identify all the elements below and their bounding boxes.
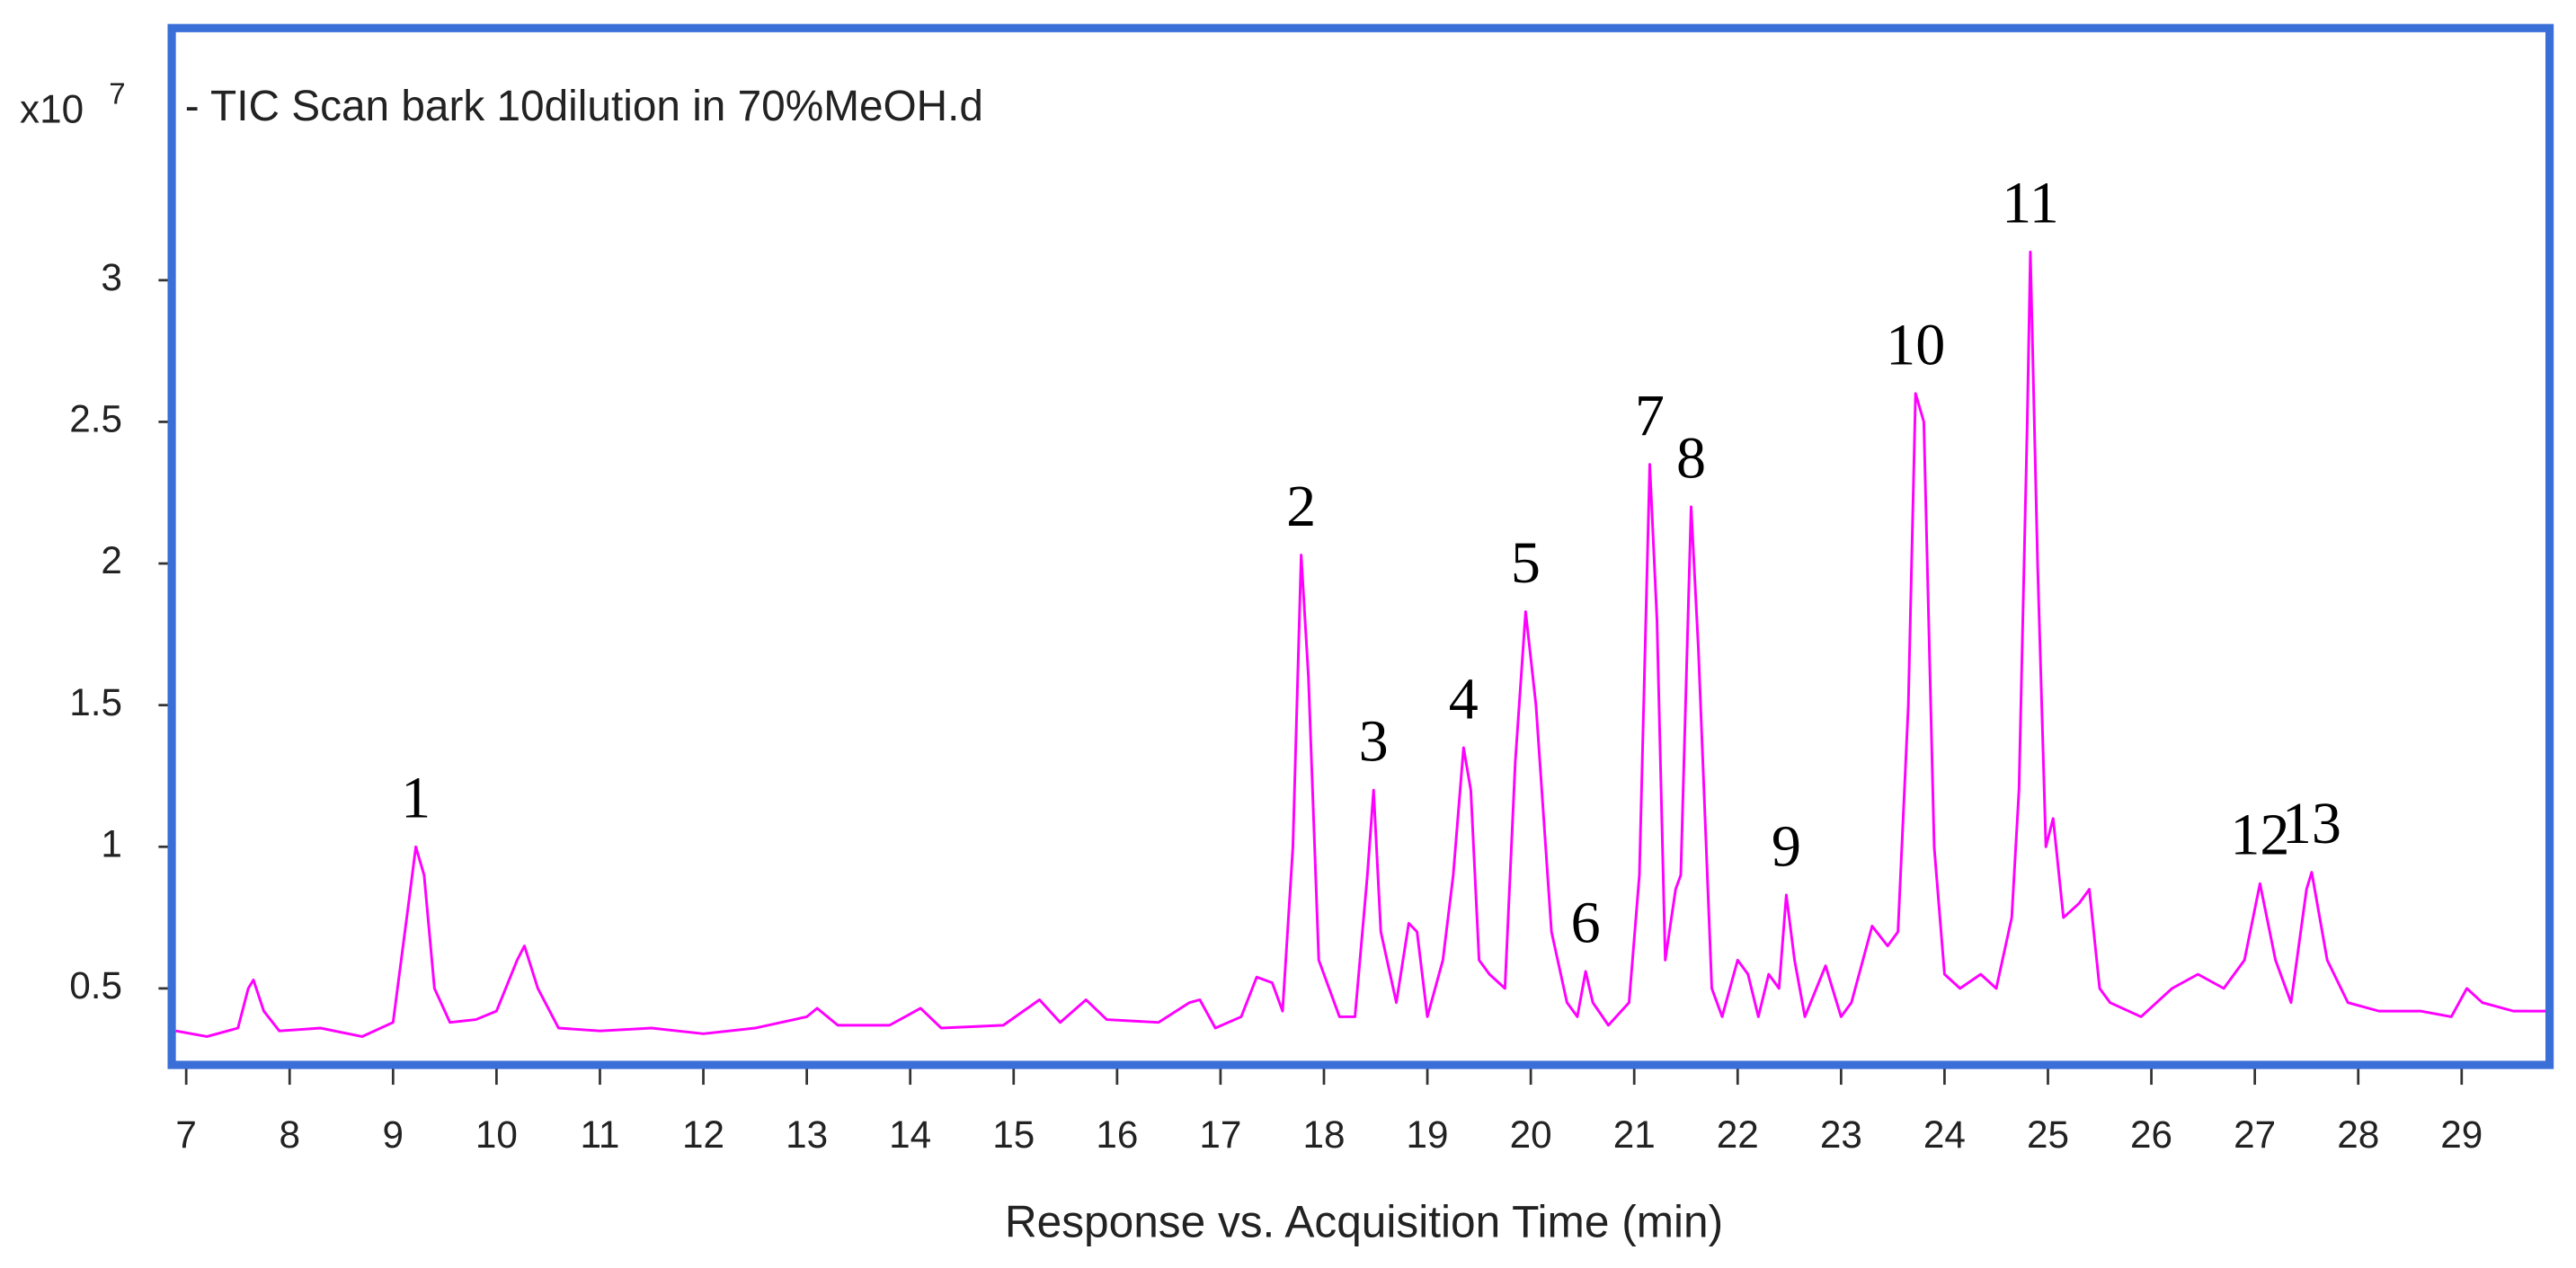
peak-label: 3 bbox=[1359, 709, 1389, 775]
x-tick-label: 13 bbox=[786, 1113, 828, 1156]
x-tick-label: 7 bbox=[175, 1113, 197, 1156]
peak-label: 13 bbox=[2282, 791, 2341, 856]
x-tick-label: 22 bbox=[1717, 1113, 1759, 1156]
peak-label: 12 bbox=[2230, 802, 2289, 868]
x-tick-label: 19 bbox=[1407, 1113, 1449, 1156]
y-tick-label: 1.5 bbox=[69, 681, 122, 723]
plot-frame bbox=[167, 23, 2554, 1069]
y-tick-label: 1 bbox=[101, 822, 121, 865]
peak-label: 1 bbox=[401, 766, 431, 831]
x-tick-label: 26 bbox=[2130, 1113, 2172, 1156]
x-tick-label: 25 bbox=[2027, 1113, 2069, 1156]
y-tick-label: 0.5 bbox=[69, 964, 122, 1006]
x-tick-label: 12 bbox=[682, 1113, 724, 1156]
x-tick-label: 10 bbox=[475, 1113, 518, 1156]
x-tick-label: 8 bbox=[280, 1113, 301, 1156]
x-tick-label: 14 bbox=[889, 1113, 931, 1156]
peak-label: 6 bbox=[1571, 890, 1601, 955]
x-tick-label: 9 bbox=[383, 1113, 404, 1156]
x-tick-label: 16 bbox=[1096, 1113, 1138, 1156]
x-tick-label: 24 bbox=[1923, 1113, 1966, 1156]
x-tick-label: 23 bbox=[1820, 1113, 1862, 1156]
y-tick-label: 2 bbox=[101, 539, 121, 581]
x-tick-label: 11 bbox=[581, 1113, 620, 1156]
x-tick-label: 18 bbox=[1302, 1113, 1345, 1156]
tic-line bbox=[175, 250, 2550, 1038]
y-multiplier-exponent: 7 bbox=[109, 77, 125, 111]
x-tick-label: 21 bbox=[1613, 1113, 1656, 1156]
peak-label: 2 bbox=[1286, 474, 1316, 539]
y-tick-label: 2.5 bbox=[69, 398, 122, 440]
x-tick-label: 27 bbox=[2234, 1113, 2276, 1156]
peak-label: 9 bbox=[1772, 813, 1801, 879]
peak-label: 5 bbox=[1511, 530, 1541, 596]
x-tick-label: 28 bbox=[2337, 1113, 2379, 1156]
chart-title: - TIC Scan bark 10dilution in 70%MeOH.d bbox=[185, 83, 983, 130]
peak-label: 11 bbox=[2002, 171, 2059, 236]
x-tick-label: 15 bbox=[992, 1113, 1035, 1156]
peak-label: 10 bbox=[1886, 312, 1945, 377]
peak-label: 7 bbox=[1635, 383, 1665, 448]
peak-label: 8 bbox=[1676, 425, 1706, 491]
peak-label: 4 bbox=[1449, 666, 1479, 732]
x-tick-label: 20 bbox=[1510, 1113, 1552, 1156]
y-tick-label: 3 bbox=[101, 256, 121, 298]
x-tick-label: 17 bbox=[1199, 1113, 1241, 1156]
x-axis-label: Response vs. Acquisition Time (min) bbox=[1005, 1196, 1723, 1246]
y-multiplier-base: x10 bbox=[20, 88, 84, 132]
x-tick-label: 29 bbox=[2440, 1113, 2483, 1156]
